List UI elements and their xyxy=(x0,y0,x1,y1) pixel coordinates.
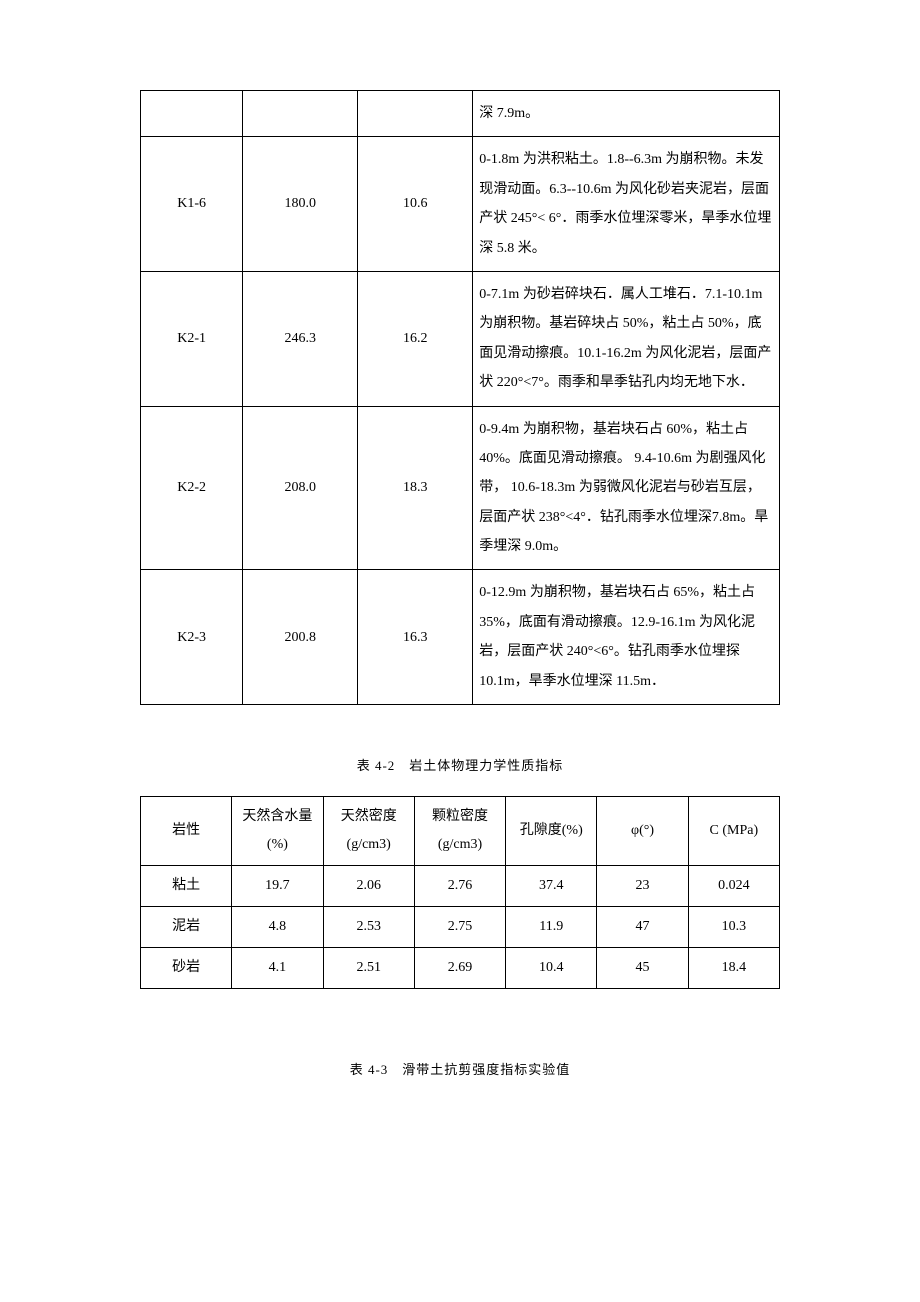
cell-desc: 0-9.4m 为崩积物，基岩块石占 60%，粘土占40%。底面见滑动擦痕。 9.… xyxy=(473,406,780,570)
col-header: 岩性 xyxy=(141,797,232,866)
cell: 2.51 xyxy=(323,948,414,989)
cell-val1 xyxy=(243,91,358,137)
cell-val1: 246.3 xyxy=(243,271,358,406)
cell-val2: 16.3 xyxy=(358,570,473,705)
cell: 2.53 xyxy=(323,907,414,948)
cell-val1: 180.0 xyxy=(243,137,358,272)
col-header: φ(°) xyxy=(597,797,688,866)
table-row: 砂岩 4.1 2.51 2.69 10.4 45 18.4 xyxy=(141,948,780,989)
cell-val2: 16.2 xyxy=(358,271,473,406)
cell: 4.8 xyxy=(232,907,323,948)
cell: 11.9 xyxy=(506,907,597,948)
cell: 37.4 xyxy=(506,866,597,907)
cell-desc: 深 7.9m。 xyxy=(473,91,780,137)
cell-id: K2-2 xyxy=(141,406,243,570)
cell: 2.76 xyxy=(414,866,505,907)
cell: 0.024 xyxy=(688,866,779,907)
cell: 47 xyxy=(597,907,688,948)
col-header: 颗粒密度(g/cm3) xyxy=(414,797,505,866)
col-header: 孔隙度(%) xyxy=(506,797,597,866)
cell: 19.7 xyxy=(232,866,323,907)
table-row: 粘土 19.7 2.06 2.76 37.4 23 0.024 xyxy=(141,866,780,907)
table-caption-4-3: 表 4-3 滑带土抗剪强度指标实验值 xyxy=(140,1059,780,1078)
borehole-table: 深 7.9m。 K1-6 180.0 10.6 0-1.8m 为洪积粘土。1.8… xyxy=(140,90,780,705)
cell: 18.4 xyxy=(688,948,779,989)
cell-id xyxy=(141,91,243,137)
table-row: K2-2 208.0 18.3 0-9.4m 为崩积物，基岩块石占 60%，粘土… xyxy=(141,406,780,570)
table-row: 深 7.9m。 xyxy=(141,91,780,137)
cell: 4.1 xyxy=(232,948,323,989)
properties-table: 岩性 天然含水量(%) 天然密度(g/cm3) 颗粒密度(g/cm3) 孔隙度(… xyxy=(140,796,780,989)
cell: 砂岩 xyxy=(141,948,232,989)
col-header: C (MPa) xyxy=(688,797,779,866)
table-row: K1-6 180.0 10.6 0-1.8m 为洪积粘土。1.8--6.3m 为… xyxy=(141,137,780,272)
col-header: 天然含水量(%) xyxy=(232,797,323,866)
cell-val1: 200.8 xyxy=(243,570,358,705)
cell-val2: 10.6 xyxy=(358,137,473,272)
cell-id: K2-3 xyxy=(141,570,243,705)
cell-val2: 18.3 xyxy=(358,406,473,570)
cell-desc: 0-7.1m 为砂岩碎块石．属人工堆石．7.1-10.1m为崩积物。基岩碎块占 … xyxy=(473,271,780,406)
col-header: 天然密度(g/cm3) xyxy=(323,797,414,866)
cell: 泥岩 xyxy=(141,907,232,948)
cell: 45 xyxy=(597,948,688,989)
cell: 2.69 xyxy=(414,948,505,989)
cell-id: K2-1 xyxy=(141,271,243,406)
cell: 2.06 xyxy=(323,866,414,907)
table-caption-4-2: 表 4-2 岩土体物理力学性质指标 xyxy=(140,755,780,774)
cell-val1: 208.0 xyxy=(243,406,358,570)
cell-id: K1-6 xyxy=(141,137,243,272)
table-row: K2-3 200.8 16.3 0-12.9m 为崩积物，基岩块石占 65%，粘… xyxy=(141,570,780,705)
cell: 10.3 xyxy=(688,907,779,948)
table-row: 泥岩 4.8 2.53 2.75 11.9 47 10.3 xyxy=(141,907,780,948)
cell: 10.4 xyxy=(506,948,597,989)
table-row: K2-1 246.3 16.2 0-7.1m 为砂岩碎块石．属人工堆石．7.1-… xyxy=(141,271,780,406)
cell-desc: 0-12.9m 为崩积物，基岩块石占 65%，粘土占35%，底面有滑动擦痕。12… xyxy=(473,570,780,705)
cell-val2 xyxy=(358,91,473,137)
cell: 粘土 xyxy=(141,866,232,907)
cell-desc: 0-1.8m 为洪积粘土。1.8--6.3m 为崩积物。未发现滑动面。6.3--… xyxy=(473,137,780,272)
cell: 2.75 xyxy=(414,907,505,948)
table-header-row: 岩性 天然含水量(%) 天然密度(g/cm3) 颗粒密度(g/cm3) 孔隙度(… xyxy=(141,797,780,866)
cell: 23 xyxy=(597,866,688,907)
